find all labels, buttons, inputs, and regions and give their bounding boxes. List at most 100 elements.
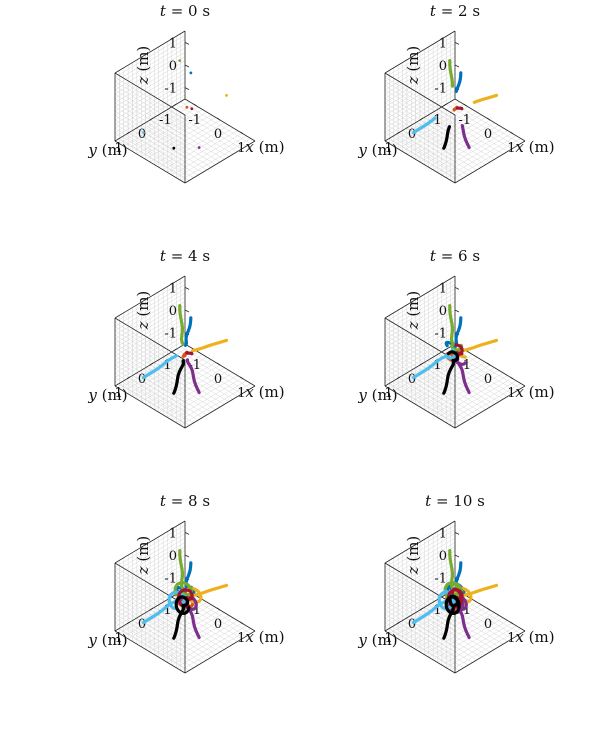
grid-line (114, 584, 186, 627)
grid-line (167, 130, 238, 173)
y-axis-label-unit: (m) (367, 141, 398, 159)
grid-line (114, 280, 186, 323)
box-edge (384, 30, 456, 74)
z-tick (184, 554, 190, 558)
x-tick (463, 103, 467, 107)
grid-line (384, 326, 456, 369)
y-tick (126, 621, 130, 625)
y-tick-label: 1 (115, 631, 123, 646)
trajectory-point (172, 146, 176, 150)
box-edge (114, 30, 186, 74)
grid-line (384, 584, 456, 627)
z-axis-label-unit: (m) (134, 291, 152, 322)
trajectories (141, 549, 229, 640)
grid-line (123, 135, 194, 178)
y-tick (149, 607, 154, 611)
grid-line (114, 47, 186, 91)
x-axis-label-var: x (515, 138, 524, 156)
z-tick-label: 0 (169, 59, 177, 74)
grid-line (114, 330, 186, 373)
title-text: = 2 s (436, 2, 480, 20)
grid-line (432, 372, 504, 416)
box-edge (384, 562, 456, 606)
box-edge (114, 385, 186, 429)
grid-line (114, 85, 186, 128)
grid-line (437, 620, 508, 663)
trajectory-line (141, 354, 178, 380)
grid-line (389, 628, 460, 671)
y-tick-label: 0 (138, 617, 146, 632)
z-tick-label: -1 (164, 327, 177, 342)
y-tick-label: 1 (115, 386, 123, 401)
subplot-title: t = 8 s (160, 492, 210, 510)
y-tick-label: 0 (138, 127, 146, 142)
subplot-title: t = 4 s (160, 247, 210, 265)
trajectory-point (185, 105, 189, 109)
grid-line (114, 309, 186, 353)
grid-line (450, 383, 521, 426)
box-edge (384, 275, 456, 319)
grid-line (384, 537, 456, 581)
x-tick-label: 0 (214, 617, 222, 632)
trajectory-line (442, 350, 460, 395)
box-edge (184, 630, 256, 674)
x-axis-label-unit: (m) (254, 138, 285, 156)
grid-line (167, 620, 238, 663)
grid-line (441, 377, 513, 421)
y-axis-label: y (m) (357, 631, 397, 649)
grid-line (176, 380, 247, 423)
grid-line (158, 370, 229, 413)
y-tick (443, 348, 447, 352)
box-edge (454, 630, 526, 674)
grid-line (114, 334, 186, 378)
z-axis-label-var: z (404, 76, 422, 85)
z-tick (454, 286, 460, 290)
grid-line (114, 529, 186, 572)
grid-line (384, 588, 456, 631)
grid-line (114, 77, 186, 120)
grid-line (114, 297, 186, 340)
x-tick (510, 621, 514, 625)
x-tick-label: 1 (507, 386, 515, 401)
x-tick-label: 1 (507, 141, 515, 156)
box-edge (114, 140, 186, 184)
grid-line (384, 546, 456, 589)
y-tick (126, 131, 130, 135)
y-tick (126, 376, 130, 380)
x-axis-label: x (m) (515, 628, 554, 646)
z-tick-label: 1 (169, 281, 177, 296)
box-edge (384, 140, 456, 184)
x-tick-label: 0 (484, 127, 492, 142)
z-tick-label: -1 (164, 82, 177, 97)
grid-line (154, 122, 225, 165)
title-var: t (160, 492, 167, 510)
grid-line (114, 554, 186, 598)
grid-line (114, 292, 186, 336)
grid-line (393, 135, 464, 178)
grid-line (114, 305, 186, 348)
z-axis-label-var: z (404, 566, 422, 575)
grid-line (171, 622, 243, 666)
y-tick-label: 0 (138, 372, 146, 387)
x-tick (240, 376, 244, 380)
z-tick (184, 41, 190, 45)
x-tick (216, 117, 221, 121)
grid-line (389, 383, 460, 426)
z-axis-label-unit: (m) (404, 291, 422, 322)
y-tick-label: -1 (429, 113, 442, 128)
z-tick (184, 286, 190, 290)
trajectory-line (442, 125, 451, 150)
x-tick-label: 0 (484, 617, 492, 632)
trajectory-line (456, 106, 464, 111)
trajectories (142, 59, 228, 150)
grid-line (424, 122, 495, 165)
z-tick-label: -1 (164, 572, 177, 587)
y-tick (419, 117, 424, 121)
z-tick (454, 41, 460, 45)
grid-line (114, 81, 186, 124)
grid-line (384, 550, 456, 593)
grid-line (384, 64, 456, 108)
grid-line (428, 615, 499, 658)
grid-line (384, 94, 456, 137)
grid-line (428, 125, 499, 168)
